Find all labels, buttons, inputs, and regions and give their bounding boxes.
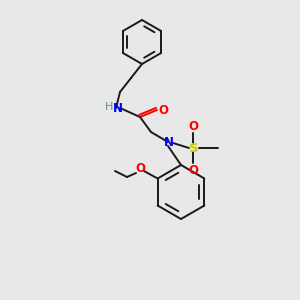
Text: H: H — [105, 102, 113, 112]
Text: S: S — [189, 142, 199, 154]
Text: O: O — [188, 164, 198, 176]
Text: O: O — [135, 163, 145, 176]
Text: N: N — [113, 101, 123, 115]
Text: O: O — [188, 119, 198, 133]
Text: O: O — [158, 103, 168, 116]
Text: N: N — [164, 136, 174, 148]
